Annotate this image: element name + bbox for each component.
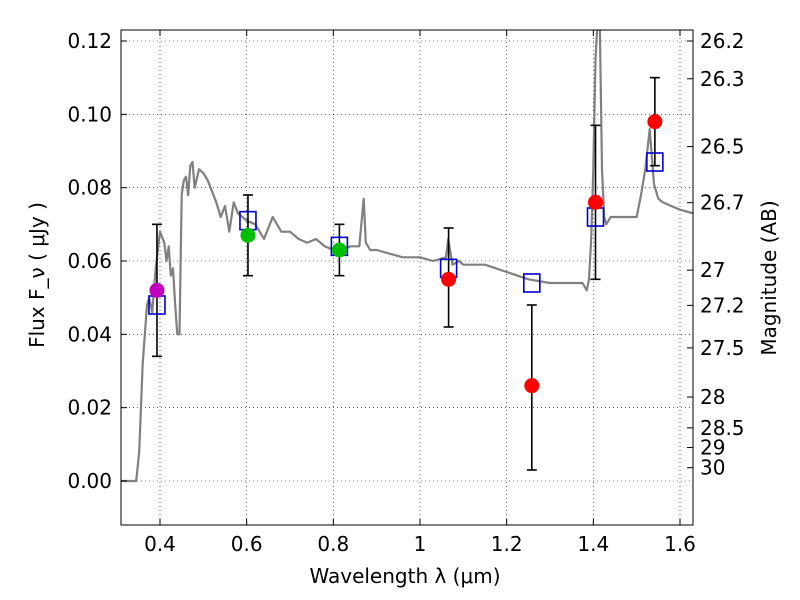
x-tick-label: 1.4 <box>577 532 609 556</box>
observed-photometry-point <box>149 282 165 298</box>
magnitude-tick-label: 30 <box>700 456 725 480</box>
y-tick-label: 0.08 <box>67 176 112 200</box>
y-tick-label: 0.04 <box>67 322 112 346</box>
x-tick-label: 1 <box>414 532 427 556</box>
x-tick-label: 0.8 <box>317 532 349 556</box>
observed-photometry-point <box>524 378 540 394</box>
x-tick-label: 0.4 <box>144 532 176 556</box>
y-tick-label: 0.02 <box>67 396 112 420</box>
y-tick-labels: 0.00 0.02 0.04 0.06 0.08 0.10 0.12 <box>67 29 112 493</box>
x-tick-label: 1.6 <box>664 532 696 556</box>
y-tick-label: 0.00 <box>67 469 112 493</box>
axis-ticks <box>121 30 693 525</box>
x-tick-labels: 0.4 0.6 0.8 1 1.2 1.4 1.6 <box>144 532 696 556</box>
x-tick-label: 0.6 <box>231 532 263 556</box>
magnitude-tick-label: 28 <box>700 385 725 409</box>
plot-frame <box>120 29 694 526</box>
observed-photometry-point <box>588 194 603 210</box>
observed-photometry-point <box>647 114 663 130</box>
magnitude-tick-label: 28.5 <box>700 416 745 440</box>
magnitude-tick-label: 29 <box>700 436 725 460</box>
magnitude-tick-label: 27.5 <box>700 336 745 360</box>
model-photometry-square <box>646 152 664 172</box>
magnitude-tick-label: 26.3 <box>700 67 745 91</box>
x-axis-label: Wavelength λ (μm) <box>309 564 500 588</box>
y-tick-label: 0.12 <box>67 29 112 53</box>
y-tick-label: 0.06 <box>67 249 112 273</box>
y-tick-label: 0.10 <box>67 102 112 126</box>
magnitude-tick-label: 27.2 <box>700 293 745 317</box>
y-axis-label: Flux F_ν ( μJy ) <box>25 202 49 348</box>
model-photometry-square <box>522 273 541 293</box>
magnitude-tick-label: 26.2 <box>700 29 745 53</box>
observed-photometry-point <box>441 271 457 287</box>
right-y-axis-label: Magnitude (AB) <box>757 200 781 355</box>
magnitude-tick-label: 26.5 <box>700 135 745 159</box>
magnitude-tick-label: 27 <box>700 258 725 282</box>
grid <box>121 30 693 525</box>
observed-photometry-point <box>240 227 256 243</box>
observed-photometry-point <box>331 242 347 258</box>
observed-photometry-points <box>149 114 663 394</box>
magnitude-tick-label: 26.7 <box>700 191 745 215</box>
x-tick-label: 1.2 <box>491 532 523 556</box>
